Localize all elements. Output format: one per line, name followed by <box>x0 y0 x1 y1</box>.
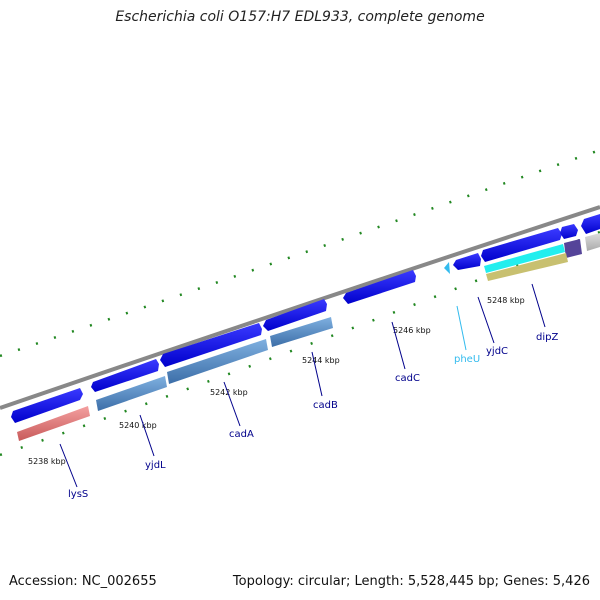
gene-label-dipZ[interactable]: dipZ <box>536 332 558 343</box>
feature-bar-gray[interactable] <box>585 233 600 251</box>
genome-backbone <box>0 205 600 410</box>
leader-line <box>223 381 241 427</box>
cds-arrow[interactable] <box>453 253 481 270</box>
label-leaders <box>59 283 546 488</box>
gene-label-yjdC[interactable]: yjdC <box>486 346 508 357</box>
cds-arrow[interactable] <box>343 270 416 304</box>
feature-bar-steel[interactable] <box>96 376 167 411</box>
feature-bar-steel[interactable] <box>270 317 333 347</box>
leader-line <box>391 321 406 370</box>
feature-bar-red[interactable] <box>17 406 90 441</box>
feature-bar-cyan[interactable] <box>484 244 565 273</box>
kbp-label: 5246 kbp <box>393 326 431 335</box>
kbp-label: 5240 kbp <box>119 421 157 430</box>
forward-strand-features <box>11 214 600 423</box>
kbp-label: 5244 kbp <box>302 356 340 365</box>
cds-arrow[interactable] <box>11 388 83 423</box>
leader-line <box>139 414 155 457</box>
feature-bar-steel[interactable] <box>167 339 268 384</box>
cds-arrow[interactable] <box>160 323 262 367</box>
genome-summary: Topology: circular; Length: 5,528,445 bp… <box>232 574 590 589</box>
gene-label-cadC[interactable]: cadC <box>395 373 420 384</box>
gene-label-yjdL[interactable]: yjdL <box>145 460 166 471</box>
tick-row-inner <box>0 230 600 457</box>
leader-line <box>531 283 546 328</box>
gene-label-lysS[interactable]: lysS <box>68 489 88 500</box>
leader-line <box>59 443 78 488</box>
kbp-label: 5238 kbp <box>28 457 66 466</box>
cds-arrow[interactable] <box>560 224 578 239</box>
leader-line <box>311 351 323 397</box>
kbp-label: 5248 kbp <box>487 296 525 305</box>
leader-line <box>477 296 495 344</box>
map-title: Escherichia coli O157:H7 EDL933, complet… <box>115 9 485 25</box>
trna-marker[interactable] <box>444 262 450 274</box>
kbp-label: 5242 kbp <box>210 388 248 397</box>
gene-label-cadA[interactable]: cadA <box>229 429 254 440</box>
feature-bar-khaki[interactable] <box>486 253 568 281</box>
cds-arrow[interactable] <box>481 228 562 262</box>
gene-label-cadB[interactable]: cadB <box>313 400 338 411</box>
cds-arrow[interactable] <box>581 214 600 234</box>
cds-arrow[interactable] <box>91 359 159 392</box>
gene-label-pheU[interactable]: pheU <box>454 354 480 365</box>
accession-label: Accession: NC_002655 <box>9 574 157 589</box>
feature-bar-purple[interactable] <box>564 239 582 258</box>
feature-row-2 <box>17 233 600 441</box>
cds-arrow[interactable] <box>263 299 327 331</box>
leader-line <box>456 305 467 351</box>
